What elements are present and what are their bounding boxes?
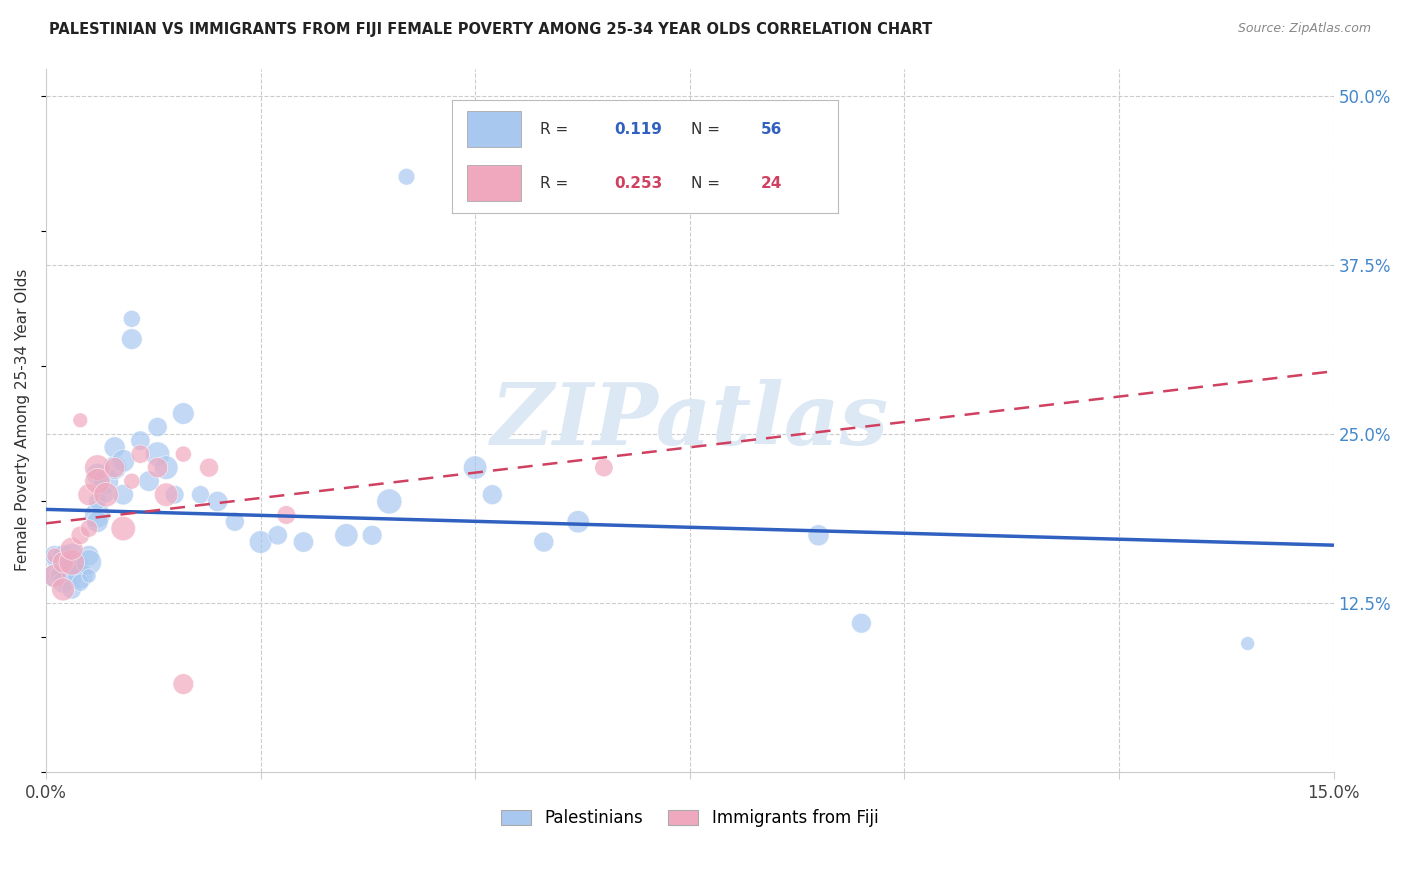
Text: ZIPatlas: ZIPatlas: [491, 378, 889, 462]
Point: [121, 332, 143, 346]
Point: [378, 494, 401, 508]
Point: [44, 569, 66, 583]
Point: [249, 535, 271, 549]
Point: [129, 447, 152, 461]
Point: [69, 413, 91, 427]
Point: [104, 460, 127, 475]
Point: [52, 562, 75, 576]
Point: [86, 494, 108, 508]
Point: [52, 569, 75, 583]
Point: [172, 407, 194, 421]
Point: [138, 474, 160, 488]
Point: [69, 569, 91, 583]
Point: [172, 447, 194, 461]
Point: [112, 522, 135, 536]
Point: [60, 555, 83, 569]
Point: [44, 555, 66, 569]
Point: [163, 488, 186, 502]
Point: [361, 528, 384, 542]
Point: [60, 549, 83, 563]
Point: [44, 549, 66, 563]
Point: [69, 562, 91, 576]
Point: [1236, 636, 1258, 650]
Point: [121, 311, 143, 326]
Point: [267, 528, 290, 542]
Legend: Palestinians, Immigrants from Fiji: Palestinians, Immigrants from Fiji: [495, 803, 884, 834]
Point: [207, 494, 229, 508]
Point: [69, 528, 91, 542]
Point: [77, 522, 100, 536]
Point: [60, 562, 83, 576]
Point: [86, 474, 108, 488]
Point: [155, 488, 177, 502]
Point: [94, 474, 117, 488]
Point: [395, 169, 418, 184]
Point: [60, 569, 83, 583]
Y-axis label: Female Poverty Among 25-34 Year Olds: Female Poverty Among 25-34 Year Olds: [15, 269, 30, 572]
Point: [60, 541, 83, 556]
Point: [129, 434, 152, 448]
Point: [77, 555, 100, 569]
Point: [155, 460, 177, 475]
Point: [52, 555, 75, 569]
Point: [807, 528, 830, 542]
Point: [292, 535, 315, 549]
Point: [69, 575, 91, 590]
Point: [335, 528, 357, 542]
Point: [44, 569, 66, 583]
Point: [86, 467, 108, 482]
Point: [86, 515, 108, 529]
Point: [77, 488, 100, 502]
Point: [52, 575, 75, 590]
Point: [112, 454, 135, 468]
Point: [198, 460, 221, 475]
Point: [533, 535, 555, 549]
Point: [44, 549, 66, 563]
Point: [52, 555, 75, 569]
Point: [52, 549, 75, 563]
Point: [112, 488, 135, 502]
Point: [52, 582, 75, 597]
Point: [567, 515, 589, 529]
Point: [69, 555, 91, 569]
Point: [146, 420, 169, 434]
Point: [94, 488, 117, 502]
Point: [464, 460, 486, 475]
Point: [276, 508, 298, 522]
Text: Source: ZipAtlas.com: Source: ZipAtlas.com: [1237, 22, 1371, 36]
Point: [104, 460, 127, 475]
Point: [77, 549, 100, 563]
Point: [86, 508, 108, 522]
Point: [190, 488, 212, 502]
Point: [60, 555, 83, 569]
Point: [593, 460, 616, 475]
Point: [851, 616, 873, 631]
Text: PALESTINIAN VS IMMIGRANTS FROM FIJI FEMALE POVERTY AMONG 25-34 YEAR OLDS CORRELA: PALESTINIAN VS IMMIGRANTS FROM FIJI FEMA…: [49, 22, 932, 37]
Point: [86, 460, 108, 475]
Point: [77, 569, 100, 583]
Point: [94, 488, 117, 502]
Point: [146, 460, 169, 475]
Point: [60, 582, 83, 597]
Point: [172, 677, 194, 691]
Point: [121, 474, 143, 488]
Point: [104, 441, 127, 455]
Point: [481, 488, 503, 502]
Point: [146, 447, 169, 461]
Point: [224, 515, 246, 529]
